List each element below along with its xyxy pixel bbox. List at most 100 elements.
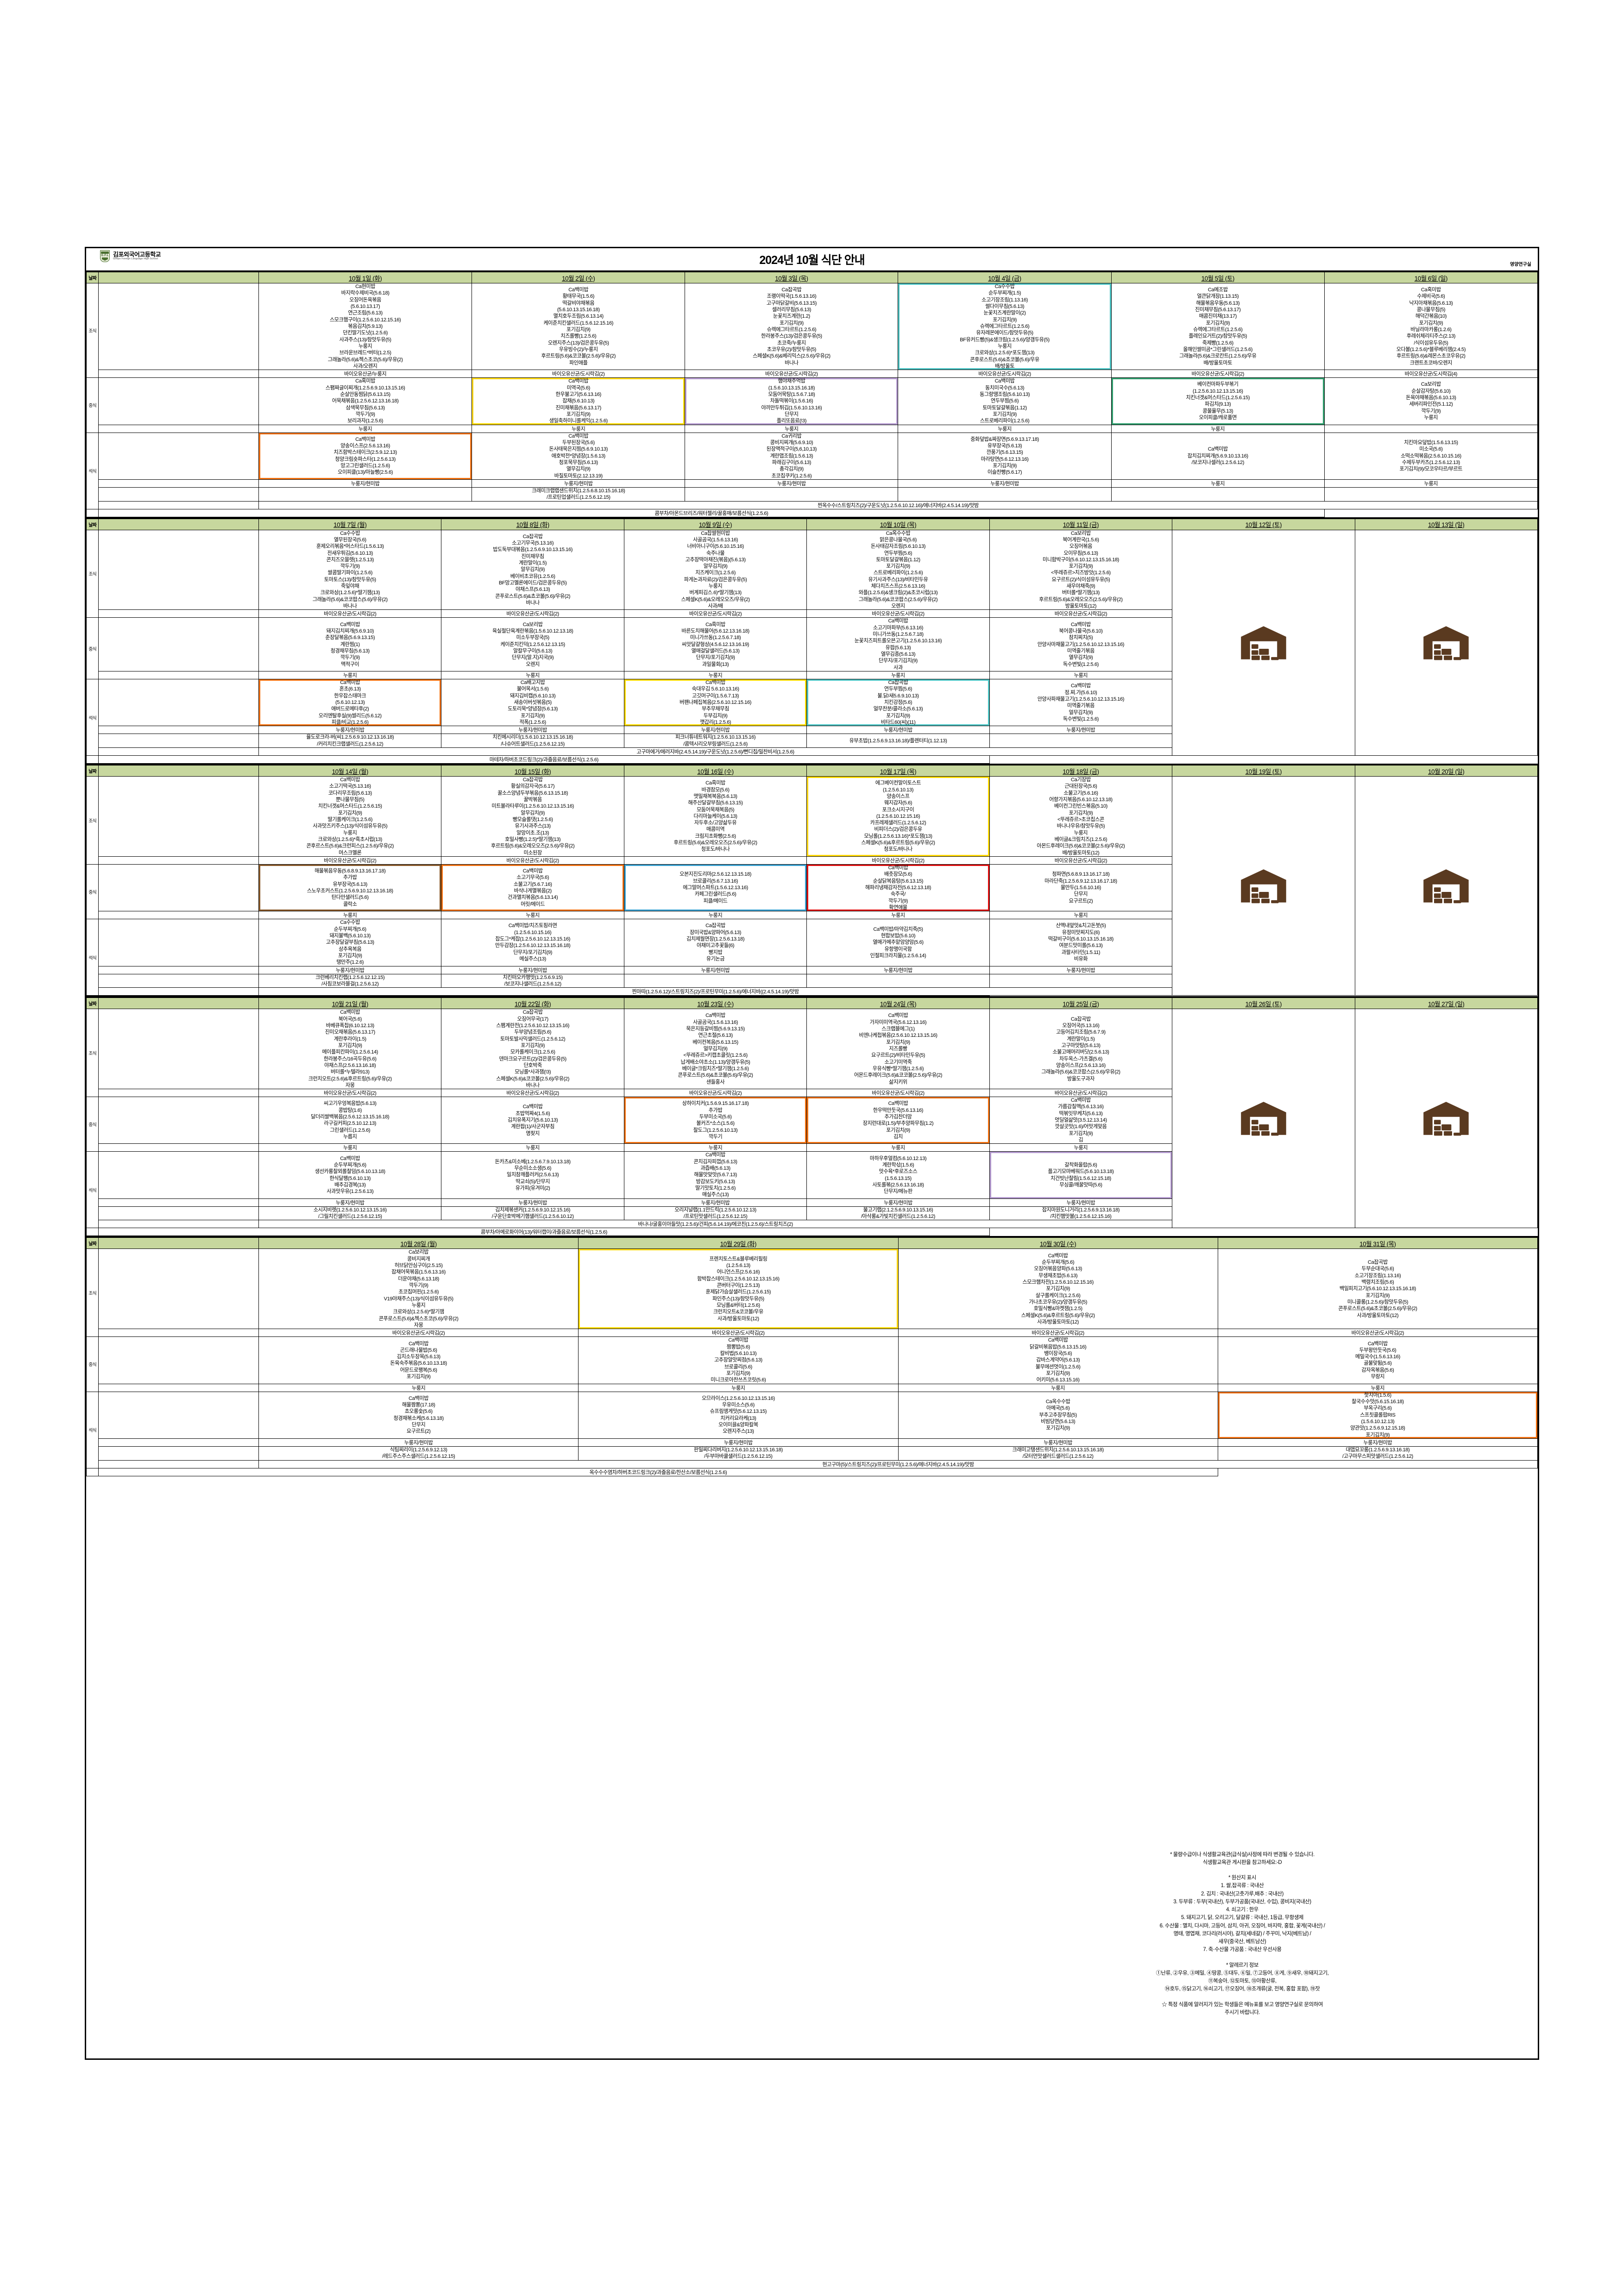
night-snack-row: 크런베리치킨랩(1.2.5.6.12.12.15)/사침코보라블걸(1.2.5.… <box>87 973 1538 988</box>
row-label-lunch: 중식 <box>86 377 99 433</box>
dinner-note-cell-3: 누룽지/현미밥 <box>623 1198 807 1207</box>
date-column-label: 날짜 <box>86 518 99 530</box>
row-label-breakfast: 조식 <box>86 776 99 865</box>
dinner-note-blank <box>98 726 259 734</box>
dinner-note-cell-6: 누룽지 <box>1324 479 1538 488</box>
lunch-cell-4: Ca백미밥 배춧장모(5.6) 순살닭복음탕(5.6.13.15) 해파리냉채감자전(… <box>806 864 990 912</box>
week-note-1: 바나나/굴홍이아들맛(1.2.5.6)/건피(5.6.14.19)/에코친(1.… <box>258 1220 1173 1229</box>
closed-day-cell <box>1354 529 1538 756</box>
night-snack-cell-3: 피크너튜네트워지(1.2.5.6.10.13.15.16)/콤텍시리오부링샐러드… <box>623 734 807 748</box>
lunch-note-cell-1: 누룽지 <box>258 424 472 433</box>
warehouse-icon <box>1355 868 1537 904</box>
breakfast-cell-3: Ca흑미밥 바경참모(5.6) 맷밀채복북음(5.6.13) 해주산달걀부침(5.6.… <box>623 776 807 857</box>
dinner-cell-5: Ca백미밥 잡치김치찌개(5.6.9.10.13.16)/보코지나셀러(1.2.5… <box>1111 432 1325 480</box>
dinner-row: 석식 Ca백미밥 양송이스프(2.5.6.13.16) 치즈함박스테이크(2.5.9.… <box>86 432 1538 509</box>
dinner-cell-3: Ca잡곡밥 장미국밥&양파어(5.6.13) 김치제월면장(1.2.5.6.13.1… <box>623 919 807 966</box>
breakfast-extra-cell-2: 바이오유산균/도시락김(2) <box>472 370 686 378</box>
week-note-2-row: 마테차/하버초코드링크(2)/과즐음료/보름선식(1.2.5.6) <box>86 755 1538 764</box>
row-label-dinner: 석식 <box>86 1391 99 1468</box>
dinner-cell-1: Ca백미밥 순두부찌개(5.6) 생선카롱찰뫼롤찰덤(5.6.10.13.18) 한식… <box>258 1151 442 1199</box>
day-header-5: 10월 11일 (금) <box>989 518 1173 530</box>
date-column-label: 날짜 <box>86 272 99 283</box>
breakfast-row: 조식 Ca백미밥 북어국(5.6) 바베큐폭찹(6.10.12.13) 진미오채볶음(5… <box>86 1009 1538 1229</box>
change-notice-line-1: * 물량수급이나 식생활교육관(급식실)사정에 따라 변경될 수 있습니다. <box>1170 1851 1315 1857</box>
breakfast-blank-cell <box>98 776 259 857</box>
dinner-cell-3: Ca백미밥 콘치김자피껍(5.6.13) 과즙배(5.6.13) 해물맛맞맛(5.6.… <box>623 1151 807 1199</box>
dinner-blank-cell <box>98 1391 259 1439</box>
day-header-1: 10월 14일 (월) <box>258 765 442 777</box>
dinner-note-cell-2: 누룽지/현미밥 <box>441 1198 624 1207</box>
breakfast-cell-4: Ca백미밥 가자미미역국(5.6.12.13.16) 스크랩블에그(1) 비엔나케첩볶… <box>806 1009 990 1090</box>
night-snack-row: 크래미크랩랩샌드위치(1.2.5.6.8.10.15.16.18)/프로틴업샐러… <box>87 487 1538 502</box>
lunch-note-blank <box>98 1143 259 1152</box>
lunch-note-cell-3: 누룽지 <box>685 424 899 433</box>
closed-day-cell <box>1172 529 1355 756</box>
dinner-note-blank <box>98 479 259 488</box>
week-note-1: 고구마에거/에러지바(2.4.5.14.19)/구운도넛(1.2.5.6)/뻔디… <box>258 747 1173 756</box>
warehouse-icon <box>1172 1100 1354 1136</box>
breakfast-extra-cell-4: 바이오유산균/도시락김(2) <box>898 370 1112 378</box>
breakfast-extra-row: 바이오유산균/누룽지 바이오유산균/도시락김(2) 바이오유산균/도시락김(2) 바이… <box>87 370 1538 378</box>
lunch-cell-3: Ca흑미밥 바른도치해물어(5.6.12.13.16.18) 미니가쓰동(1.2.5… <box>623 617 807 672</box>
closed-day-cell <box>1172 1009 1355 1229</box>
day-header-4: 10월 10일 (목) <box>806 518 990 530</box>
week-note-2-blank <box>86 1228 99 1236</box>
school-name-en: Gimpo Foreign Language High School <box>113 257 158 260</box>
breakfast-extra-cell-1: 바이오유산균/도시락김(2) <box>258 1089 442 1098</box>
week-note-2-row: 콤부차/아메로화이어(13)/워터캡이/과즐음료/보름선식(1.2.5.6) <box>86 1228 1538 1236</box>
week-note-1-blank <box>98 501 259 509</box>
lunch-note-cell-4: 누룽지 <box>1217 1383 1538 1392</box>
breakfast-extra-row: 바이오유산균/도시락김(2) 바이오유산균/도시락김(2) 바이오유산균/도시락김(… <box>87 1329 1538 1337</box>
day-header-4: 10월 31일 (목) <box>1217 1237 1538 1249</box>
lunch-cell-2: Ca백미밥 짬뽕밥(5.6) 칼비법(5.6.10.13) 고추장알맛찌점(5.6.1… <box>578 1336 899 1384</box>
day-header-2: 10월 8일 (화) <box>441 518 624 530</box>
dinner-note-cell-1: 누룽지/현미밥 <box>258 1198 442 1207</box>
week-note-2: 옥수수수염차/하버초코드링크(2)/과즐음료/찬산소/보름선식(1.2.5.6) <box>98 1468 1218 1476</box>
dinner-cell-1: Ca수수밥 순두부찌개(5.6) 돼지불백(5.6.10.13) 고추장달걀부침(5.… <box>258 919 442 966</box>
dinner-note-cell-4: 누룽지/현미밥 <box>806 1198 990 1207</box>
lunch-note-cell-1: 누룽지 <box>258 1383 579 1392</box>
origin-line-1: 1. 쌀,잡곡류 : 국내산 <box>1220 1883 1264 1889</box>
school-logo: G.F.L 김포외국어고등학교 Gimpo Foreign Language H… <box>97 249 164 263</box>
night-snack-cell-3: 크래미고탱샌드위치(1.2.5.6.10.13.15.16.18)/모터먼맛샐러… <box>898 1446 1218 1461</box>
day-header-1: 10월 1일 (화) <box>258 272 472 283</box>
breakfast-extra-cell-3: 바이오유산균/도시락김(2) <box>685 370 899 378</box>
lunch-blank-cell <box>98 377 259 425</box>
breakfast-cell-5: Ca잡곡밥 오징어국(5.13.16) 고등어김치조림(5.6.7.9) 계란말이(1… <box>989 1009 1173 1090</box>
lunch-cell-3: 오본지진도리마(2.5.6.12.13.15.18) 브로콜리(5.6.7.13.… <box>623 864 807 912</box>
allergy-info: * 알레르기 정보 ①난류, ②우유, ③메밀, ④땅콩, ⑤대두, ⑥밀, ⑦고… <box>959 1962 1526 1994</box>
breakfast-extra-blank <box>98 856 259 865</box>
allergy-title: * 알레르기 정보 <box>1226 1962 1258 1968</box>
lunch-row: 중식 Ca백미밥 곤드래나물밥(5.6) 김치소두장목(5.6.13) 돈육숙주볶음(5… <box>86 1336 1538 1392</box>
night-snack-cell-2: 김치제볶샌커(1.2.5.6.9.10.12.15.16)/구운단호박메기햄샐러… <box>441 1206 624 1221</box>
week-note-2: 콤부차/아몬드브리즈/워터젤리/꿀홍매/보름선식(1.2.5.6) <box>98 508 1325 517</box>
lunch-note-cell-5: 누룽지 <box>989 911 1173 920</box>
breakfast-row: 조식 Ca보리밥 콩비지찌개 허브닭안심구이(2.5.15) 잡채어묵볶음(1.5.6.… <box>86 1248 1538 1337</box>
dinner-row: 석식 Ca백미밥 해물짬뽕(17.18) 쵸오롱숯(5.6) 청경채볶소케(5.6.13… <box>86 1391 1538 1468</box>
dinner-note-cell-4: 누룽지/현미밥 <box>1217 1438 1538 1447</box>
week-note-1: 현고구마(5)/스트링치즈(2)/프로틴무미(1.2.5.6)/에너지바(2.4… <box>258 1460 1538 1468</box>
week-note-1-row: 찐옥수수/스트링치즈(2)/구운도넛(1.2.5.6.10.12.16)/에너지… <box>87 501 1538 509</box>
dinner-cell-2: 돈카츠&미소베(1.2.5.6.7.9.10.13.18) 무순미소소생(5.6)… <box>441 1151 624 1199</box>
breakfast-extra-row: 바이오유산균/도시락김(2) 바이오유산균/도시락김(2) 바이오유산균/도시락김(… <box>87 856 1538 865</box>
school-name-ko: 김포외국어고등학교 <box>113 251 161 258</box>
day-header-3: 10월 16일 (수) <box>623 765 807 777</box>
dinner-cell-5: 산맥내앞맛&치고돈붓(5) 유정미맛찌지도(6) 떡갈비구이(5.6.10.13.1… <box>989 919 1173 966</box>
lunch-cell-3: 상하이치커(1.5.6.9.15.16.17.18) 추가밥 두부미소국(5.6) 볼… <box>623 1097 807 1144</box>
dinner-note-row: 누룽지/현미밥 누룽지/현미밥 누룽지/현미밥 누룽지/현미밥 누룽지/현미밥 <box>87 966 1538 974</box>
origin-line-5: 5. 돼지고기, 닭, 오리고기, 달걀류 : 국내산, 1등급, 무항생제 <box>1181 1915 1303 1921</box>
day-header-4: 10월 4일 (금) <box>898 272 1112 283</box>
night-snack-cell-4: 불고기랩(2.1.2.5.6.9.10.13.15.16)/아삭롱&가빛치킨샐러… <box>806 1206 990 1221</box>
dinner-cell-1: Ca백미밥 양송이스프(2.5.6.13.16) 치즈함박스테이크(2.5.9.12… <box>258 432 472 480</box>
breakfast-extra-cell-4: 바이오유산균/도시락김(2) <box>806 856 990 865</box>
lunch-blank-cell <box>98 864 259 912</box>
lunch-note-row: 누룽지 누룽지 누룽지 누룽지 누룽지 <box>87 671 1538 680</box>
night-snack-cell-4 <box>806 973 990 988</box>
lunch-note-cell-1: 누룽지 <box>258 911 442 920</box>
dinner-note-cell-1: 누룽지/현미밥 <box>258 479 472 488</box>
lunch-cell-1: Ca백미밥 곤드래나물밥(5.6) 김치소두장목(5.6.13) 돈육숙주볶음(5.6… <box>258 1336 579 1384</box>
allergy-line-1: ①난류, ②우유, ③메밀, ④땅콩, ⑤대두, ⑥밀, ⑦고등어, ⑧게, ⑨… <box>1156 1970 1329 1976</box>
night-snack-blank <box>98 973 259 988</box>
title-bar: G.F.L 김포외국어고등학교 Gimpo Foreign Language H… <box>86 248 1538 270</box>
